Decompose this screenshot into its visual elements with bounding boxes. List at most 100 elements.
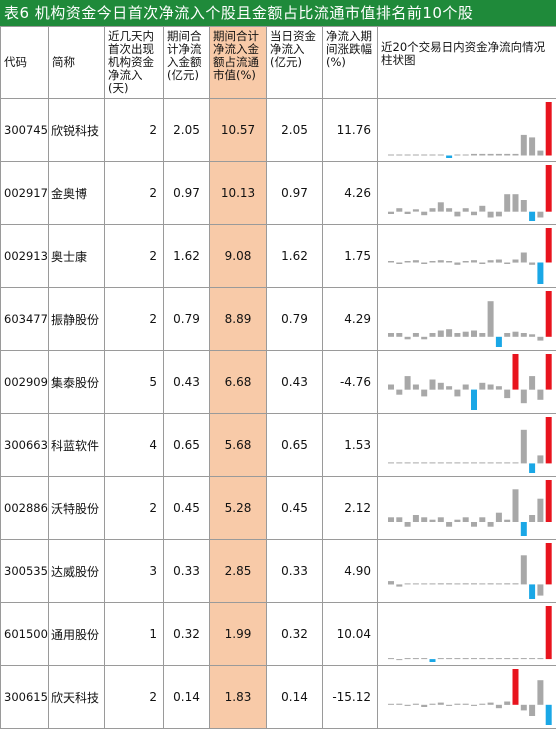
cell-today-inflow: 0.14 [266, 665, 323, 729]
flow-bar [454, 333, 461, 337]
cell-name: 奥士康 [48, 224, 105, 288]
flow-bar [495, 462, 502, 464]
flow-bar [495, 704, 502, 709]
cell-name: 通用股份 [48, 602, 105, 666]
flow-bar [421, 262, 428, 264]
flow-bar [529, 334, 536, 337]
flow-bar [454, 389, 461, 397]
flow-bar [429, 659, 436, 662]
flow-bar [446, 261, 453, 263]
flow-bar [429, 154, 436, 156]
flow-bar [537, 455, 544, 464]
flow-bar [545, 291, 552, 337]
cell-code: 603477 [0, 287, 49, 351]
flow-bar [437, 382, 444, 390]
flow-bar [537, 211, 544, 218]
flow-bar [388, 517, 394, 522]
flow-bar [404, 522, 411, 527]
flow-bar [479, 333, 486, 337]
table-row: 300745 欣锐科技 2 2.05 10.57 2.05 11.76 [0, 98, 556, 162]
flow-bar [412, 333, 419, 337]
flow-bar [495, 259, 502, 263]
flow-bar [446, 462, 453, 464]
cell-code: 300615 [0, 665, 49, 729]
flow-bar [512, 583, 519, 585]
flow-bar-chart [377, 413, 556, 477]
flow-bar [437, 260, 444, 263]
flow-bar [446, 522, 453, 527]
flow-bar [454, 658, 461, 660]
cell-today-inflow: 0.79 [266, 287, 323, 351]
flow-bar [396, 659, 403, 661]
flow-bar [504, 658, 511, 660]
flow-bar [520, 522, 527, 536]
flow-bar [545, 704, 552, 725]
flow-bar [520, 429, 527, 464]
flow-bar [396, 262, 403, 264]
cell-period-inflow: 0.79 [163, 287, 210, 351]
flow-bar [471, 462, 477, 464]
cell-change: 11.76 [322, 98, 378, 162]
cell-period-inflow: 0.33 [163, 539, 210, 603]
flow-bar [545, 102, 552, 156]
cell-change: 2.12 [322, 476, 378, 540]
flow-bar [446, 329, 453, 337]
flow-bar [404, 462, 411, 464]
header-change: 净流入期间涨跌幅(%) [322, 26, 378, 99]
flow-bar [504, 583, 511, 585]
table-row: 601500 通用股份 1 0.32 1.99 0.32 10.04 [0, 602, 556, 666]
cell-name: 科蓝软件 [48, 413, 105, 477]
cell-days: 2 [104, 476, 164, 540]
flow-bar [512, 658, 519, 660]
cell-name: 欣锐科技 [48, 98, 105, 162]
cell-days: 4 [104, 413, 164, 477]
flow-bar [529, 584, 536, 599]
flow-bar [512, 354, 519, 390]
flow-bar [429, 208, 436, 212]
flow-bar [396, 584, 403, 587]
flow-bar [529, 515, 536, 522]
flow-bar [520, 134, 527, 156]
flow-bar [421, 462, 428, 464]
flow-bar [412, 515, 419, 522]
cell-code: 601500 [0, 602, 49, 666]
flow-bar [388, 211, 394, 214]
cell-days: 2 [104, 224, 164, 288]
cell-code: 300745 [0, 98, 49, 162]
flow-bar [446, 208, 453, 212]
flow-bar [412, 209, 419, 212]
cell-today-inflow: 0.45 [266, 476, 323, 540]
cell-ratio: 5.28 [209, 476, 267, 540]
cell-code: 002913 [0, 224, 49, 288]
flow-bar [421, 389, 428, 397]
flow-bar [487, 260, 494, 263]
cell-name: 集泰股份 [48, 350, 105, 414]
flow-bar-chart [377, 539, 556, 603]
flow-bar [396, 517, 403, 522]
flow-bar [437, 462, 444, 464]
flow-bar [396, 333, 403, 337]
cell-days: 5 [104, 350, 164, 414]
flow-bar [454, 211, 461, 217]
flow-bar [388, 333, 394, 337]
flow-bar [412, 462, 419, 464]
table-row: 300663 科蓝软件 4 0.65 5.68 0.65 1.53 [0, 413, 556, 477]
flow-bar [454, 154, 461, 156]
flow-bar [388, 462, 394, 464]
flow-bar [388, 658, 394, 660]
flow-bar-chart [377, 476, 556, 540]
flow-bar [520, 704, 527, 711]
flow-bar [454, 519, 461, 522]
flow-bar [520, 658, 527, 660]
flow-bar [495, 583, 502, 585]
flow-bar [421, 336, 428, 340]
flow-bar [479, 153, 486, 156]
flow-bar [429, 519, 436, 522]
flow-bar [512, 153, 519, 156]
flow-bar [412, 658, 419, 660]
flow-bar [529, 658, 536, 660]
table-row: 002917 金奥博 2 0.97 10.13 0.97 4.26 [0, 161, 556, 225]
flow-bar [487, 522, 494, 527]
cell-period-inflow: 1.62 [163, 224, 210, 288]
flow-bar [429, 261, 436, 263]
